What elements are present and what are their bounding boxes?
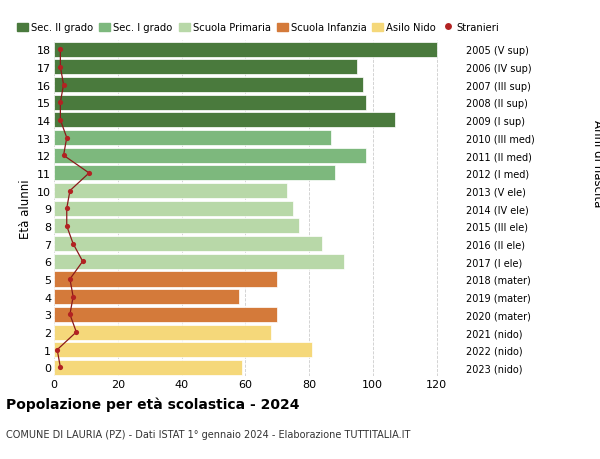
Point: [56, 99, 65, 106]
Legend: Sec. II grado, Sec. I grado, Scuola Primaria, Scuola Infanzia, Asilo Nido, Stran: Sec. II grado, Sec. I grado, Scuola Prim…: [17, 23, 499, 33]
Point: [52, 346, 62, 353]
Text: COMUNE DI LAURIA (PZ) - Dati ISTAT 1° gennaio 2024 - Elaborazione TUTTITALIA.IT: COMUNE DI LAURIA (PZ) - Dati ISTAT 1° ge…: [6, 429, 410, 439]
Point: [65, 188, 75, 195]
Y-axis label: Età alunni: Età alunni: [19, 179, 32, 239]
Point: [65, 276, 75, 283]
Bar: [54, 43, 437, 58]
Point: [56, 364, 65, 371]
Point: [59, 152, 68, 160]
Bar: [54, 254, 344, 269]
Point: [56, 117, 65, 124]
Point: [62, 134, 71, 142]
Bar: [54, 95, 367, 111]
Point: [56, 64, 65, 72]
Bar: [54, 237, 322, 252]
Bar: [54, 219, 299, 234]
Bar: [54, 342, 312, 358]
Bar: [54, 360, 242, 375]
Bar: [54, 290, 239, 304]
Point: [71, 329, 81, 336]
Point: [62, 223, 71, 230]
Point: [56, 46, 65, 54]
Bar: [54, 325, 271, 340]
Point: [78, 258, 88, 265]
Bar: [54, 166, 335, 181]
Bar: [54, 60, 357, 75]
Bar: [54, 113, 395, 128]
Bar: [54, 131, 331, 146]
Point: [65, 311, 75, 319]
Bar: [54, 272, 277, 287]
Point: [68, 293, 78, 301]
Point: [84, 170, 94, 177]
Bar: [54, 307, 277, 322]
Point: [62, 205, 71, 213]
Text: Anni di nascita: Anni di nascita: [590, 119, 600, 207]
Text: Popolazione per età scolastica - 2024: Popolazione per età scolastica - 2024: [6, 397, 299, 412]
Bar: [54, 202, 293, 216]
Bar: [54, 148, 367, 163]
Point: [59, 82, 68, 89]
Bar: [54, 78, 363, 93]
Bar: [54, 184, 287, 199]
Point: [68, 241, 78, 248]
